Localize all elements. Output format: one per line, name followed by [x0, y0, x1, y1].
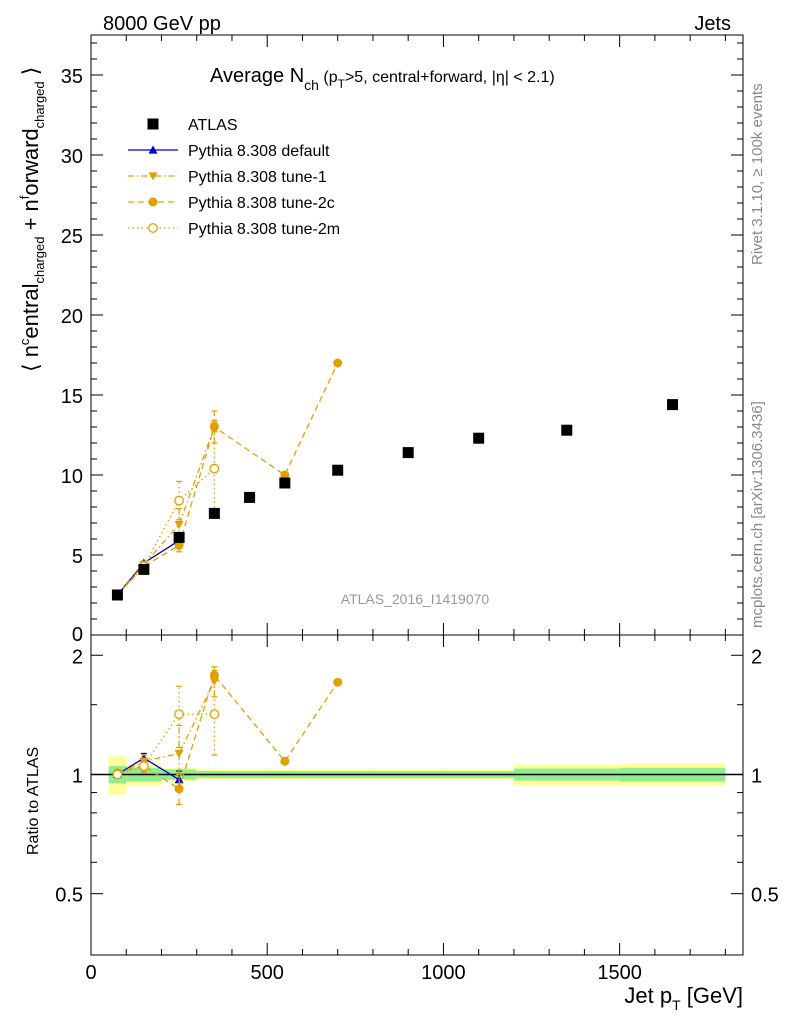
y-tick-label: 35: [61, 66, 83, 88]
ratio-panel-bands: [91, 756, 743, 795]
y-tick-label: 5: [72, 546, 83, 568]
y-tick-label: 25: [61, 226, 83, 248]
header-left: 8000 GeV pp: [103, 13, 221, 35]
legend: ATLAS Pythia 8.308 default Pythia 8.308 tu…: [128, 117, 340, 238]
plot-title-main: Average N: [210, 65, 304, 87]
series-point: [174, 521, 184, 530]
y-axis-label-close: ⟩: [18, 67, 43, 82]
mcplots-label: mcplots.cern.ch [arXiv:1306.3436]: [749, 401, 766, 628]
y-axis-label: ⟨ ncentralcharged + nforwardcharged ⟩: [17, 67, 47, 372]
legend-marker: [147, 118, 159, 130]
series-point: [174, 540, 184, 550]
atlas-data-point: [173, 531, 185, 543]
series-point: [209, 422, 219, 432]
legend-entry: Pythia 8.308 default: [128, 143, 330, 160]
legend-marker: [148, 223, 158, 233]
ratio-panel-ticks: 0 500 1000 1500 0.5 0.5 1 1 2 2: [55, 635, 779, 984]
ratio-y-tick-label-right: 2: [751, 646, 762, 668]
x-tick-label: 0: [85, 962, 96, 984]
y-axis-label-plus: + n: [18, 199, 43, 236]
series-line: [116, 468, 215, 596]
series-point: [174, 495, 185, 506]
y-axis-label-open: ⟨ n: [18, 345, 43, 372]
atlas-data-point: [244, 491, 256, 503]
x-axis-label-unit: [GeV]: [681, 983, 743, 1008]
atlas-data-point: [667, 399, 679, 411]
y-tick-label-zero: 0: [72, 624, 83, 646]
legend-label: ATLAS: [188, 117, 238, 134]
y-tick-label: 15: [61, 386, 83, 408]
legend-entry: ATLAS: [147, 117, 238, 134]
series-ratio-point: [174, 784, 184, 794]
y-tick-label: 30: [61, 146, 83, 168]
plot-title-suffix: (p: [319, 69, 338, 86]
ratio-y-tick-label: 0.5: [55, 885, 83, 907]
atlas-data-point: [402, 447, 414, 459]
series-point: [280, 470, 290, 480]
series-ratio-point: [138, 761, 149, 771]
y-axis-label-charged-1: charged: [32, 237, 47, 284]
series-ratio-point: [174, 749, 184, 758]
series-ratio-point: [280, 756, 290, 766]
series-ratio-point: [209, 709, 220, 720]
main-panel-content: [111, 358, 679, 601]
y-axis-label-entral: entral: [18, 284, 43, 339]
ratio-panel-content: [112, 666, 343, 806]
legend-marker: [148, 172, 158, 181]
main-panel-ticks: 5 10 15 20 25 30 35 0: [61, 35, 743, 646]
header-right: Jets: [694, 13, 731, 35]
plot-title: Average Nch (pT>5, central+forward, |η| …: [210, 65, 555, 93]
atlas-data-point: [138, 563, 150, 575]
atlas-data-point: [473, 432, 485, 444]
ratio-y-axis-label: Ratio to ATLAS: [25, 747, 42, 855]
plot-title-tail: >5, central+forward, |η| < 2.1): [345, 69, 555, 86]
legend-label: Pythia 8.308 default: [188, 143, 330, 160]
series-point: [209, 463, 220, 474]
y-tick-label: 10: [61, 466, 83, 488]
series-line: [116, 362, 339, 596]
legend-entry: Pythia 8.308 tune-2c: [128, 195, 335, 212]
ratio-y-tick-label-right: 0.5: [751, 885, 779, 907]
x-tick-label: 1000: [421, 962, 466, 984]
series-ratio-point: [112, 769, 123, 780]
series-ratio-point: [209, 670, 219, 680]
legend-marker: [148, 197, 158, 207]
y-axis-label-orward: orward: [18, 128, 43, 195]
series-ratio-line: [117, 713, 215, 776]
series-line: [116, 426, 215, 596]
x-axis-label-main: Jet p: [624, 983, 672, 1008]
plot-title-sub: ch: [304, 77, 319, 93]
atlas-data-point: [332, 464, 344, 476]
ratio-y-tick-label-right: 1: [751, 765, 762, 787]
atlas-data-point: [111, 589, 123, 601]
y-axis-label-charged-2: charged: [32, 81, 47, 128]
analysis-watermark: ATLAS_2016_I1419070: [341, 591, 490, 607]
atlas-data-point: [279, 477, 291, 489]
y-axis-label-c: c: [17, 338, 32, 345]
series-ratio-point: [333, 677, 343, 687]
x-axis-label-sub: T: [672, 997, 681, 1013]
plot-title-suffix-sub: T: [338, 77, 346, 91]
legend-marker: [148, 145, 158, 154]
series-ratio-point: [174, 709, 185, 720]
legend-label: Pythia 8.308 tune-2c: [188, 195, 335, 212]
legend-entry: Pythia 8.308 tune-2m: [128, 221, 340, 238]
legend-entry: Pythia 8.308 tune-1: [128, 169, 327, 186]
series-point: [333, 358, 343, 368]
legend-label: Pythia 8.308 tune-1: [188, 169, 327, 186]
x-tick-label: 1500: [597, 962, 642, 984]
x-axis-label: Jet pT [GeV]: [624, 983, 743, 1013]
y-axis-label-f: f: [17, 195, 32, 199]
ratio-y-tick-label: 1: [72, 765, 83, 787]
rivet-label: Rivet 3.1.10, ≥ 100k events: [749, 83, 766, 265]
atlas-data-point: [208, 507, 220, 519]
ratio-y-tick-label: 2: [72, 646, 83, 668]
atlas-data-point: [561, 424, 573, 436]
legend-label: Pythia 8.308 tune-2m: [188, 221, 340, 238]
x-tick-label: 500: [251, 962, 284, 984]
series-ratio-line: [117, 680, 215, 776]
y-tick-label: 20: [61, 306, 83, 328]
ratio-panel-frame: [90, 634, 744, 956]
